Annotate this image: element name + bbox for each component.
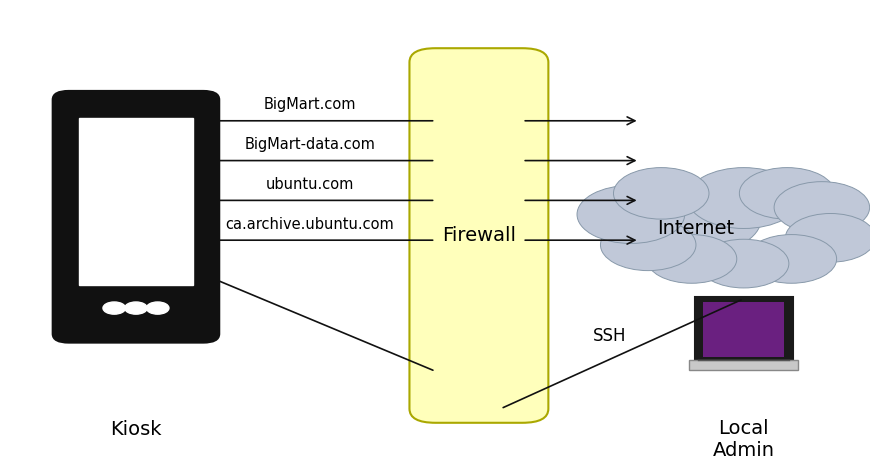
Circle shape (699, 239, 789, 288)
Text: Internet: Internet (658, 219, 734, 238)
Circle shape (103, 302, 125, 314)
Circle shape (600, 219, 696, 271)
FancyBboxPatch shape (690, 359, 798, 370)
Text: SSH: SSH (592, 327, 626, 345)
Text: ubuntu.com: ubuntu.com (266, 177, 354, 192)
Circle shape (739, 168, 835, 219)
Circle shape (631, 184, 761, 254)
Text: Kiosk: Kiosk (111, 420, 162, 439)
Circle shape (646, 235, 737, 283)
FancyBboxPatch shape (704, 301, 784, 357)
Text: ca.archive.ubuntu.com: ca.archive.ubuntu.com (226, 217, 394, 232)
Text: BigMart.com: BigMart.com (263, 97, 356, 113)
FancyBboxPatch shape (695, 297, 793, 361)
FancyBboxPatch shape (79, 118, 192, 284)
Circle shape (577, 186, 685, 244)
Circle shape (746, 235, 837, 283)
FancyBboxPatch shape (53, 91, 219, 342)
Circle shape (774, 182, 869, 233)
Circle shape (687, 168, 800, 228)
Circle shape (574, 154, 818, 284)
Text: Local
Admin: Local Admin (712, 419, 774, 460)
Circle shape (125, 302, 147, 314)
Circle shape (786, 213, 871, 262)
Text: Firewall: Firewall (442, 226, 516, 245)
Circle shape (146, 302, 169, 314)
Circle shape (613, 168, 709, 219)
FancyBboxPatch shape (409, 48, 549, 423)
Text: BigMart-data.com: BigMart-data.com (244, 137, 375, 152)
